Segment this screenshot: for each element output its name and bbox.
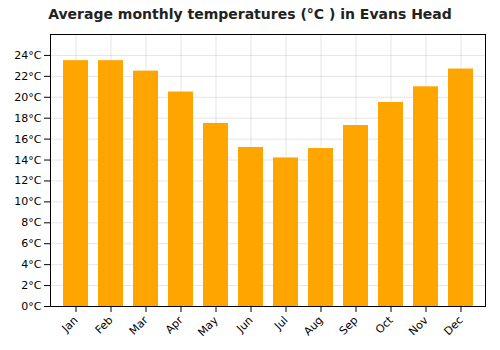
svg-text:8°C: 8°C xyxy=(21,216,41,229)
html-text:Average monthly temperatures (: Average monthly temperatures (°C ) in Ev… xyxy=(48,6,452,22)
svg-text:Aug: Aug xyxy=(301,314,325,338)
svg-text:Feb: Feb xyxy=(93,314,116,337)
svg-text:Apr: Apr xyxy=(163,313,186,336)
svg-text:Jan: Jan xyxy=(59,314,81,336)
svg-text:Oct: Oct xyxy=(373,313,396,336)
svg-text:22°C: 22°C xyxy=(14,70,41,83)
svg-text:20°C: 20°C xyxy=(14,91,41,104)
svg-text:May: May xyxy=(195,313,221,339)
svg-text:24°C: 24°C xyxy=(14,49,41,62)
svg-text:10°C: 10°C xyxy=(14,195,41,208)
svg-text:Mar: Mar xyxy=(127,313,151,337)
svg-text:Nov: Nov xyxy=(406,313,431,338)
svg-text:Jul: Jul xyxy=(271,314,290,333)
svg-text:14°C: 14°C xyxy=(14,154,41,167)
svg-text:2°C: 2°C xyxy=(21,279,41,292)
svg-text:Dec: Dec xyxy=(441,314,465,338)
svg-text:12°C: 12°C xyxy=(14,174,41,187)
svg-text:Jun: Jun xyxy=(234,314,256,336)
svg-text:6°C: 6°C xyxy=(21,237,41,250)
svg-text:Sep: Sep xyxy=(337,314,361,338)
svg-text:16°C: 16°C xyxy=(14,133,41,146)
svg-text:0°C: 0°C xyxy=(21,300,41,313)
svg-text:18°C: 18°C xyxy=(14,112,41,125)
svg-text:4°C: 4°C xyxy=(21,258,41,271)
